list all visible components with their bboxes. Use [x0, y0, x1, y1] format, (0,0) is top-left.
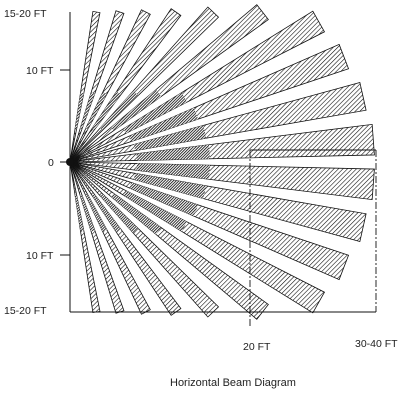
beam-12-dense-band: [133, 173, 207, 199]
label-center-0: 0: [48, 157, 54, 169]
beam-1-dense-band: [75, 92, 84, 130]
beam-2-dense-band: [80, 92, 95, 130]
beam-16-dense-band: [100, 193, 139, 234]
beam-18-dense-band: [85, 194, 107, 233]
beam-14-dense-band: [123, 190, 188, 232]
label-bottom-range: 15-20 FT: [4, 305, 47, 317]
diagram-caption: Horizontal Beam Diagram: [170, 377, 296, 389]
label-upper-10ft: 10 FT: [26, 65, 54, 77]
beam-13-dense-band: [129, 182, 199, 217]
beam-20-dense-band: [75, 194, 84, 232]
beam-17-dense-band: [92, 194, 122, 233]
beam-6-dense-band: [111, 89, 162, 131]
label-30-40ft: 30-40 FT: [355, 338, 398, 350]
beam-19-dense-band: [80, 194, 95, 232]
beam-15-dense-band: [111, 193, 162, 235]
beam-8-dense-band: [129, 107, 199, 142]
beam-9-dense-band: [133, 125, 207, 151]
label-lower-10ft: 10 FT: [26, 250, 54, 262]
beam-fan: [66, 4, 375, 320]
axes: [60, 12, 377, 328]
beam-10-dense-band: [136, 144, 211, 161]
beam-7-dense-band: [123, 92, 188, 134]
beam-3-dense-band: [85, 91, 107, 130]
beam-5-dense-band: [100, 90, 139, 131]
beam-4-dense-band: [92, 91, 122, 130]
label-20ft: 20 FT: [243, 341, 271, 353]
beam-11-dense-band: [136, 163, 211, 180]
label-top-range: 15-20 FT: [4, 8, 47, 20]
